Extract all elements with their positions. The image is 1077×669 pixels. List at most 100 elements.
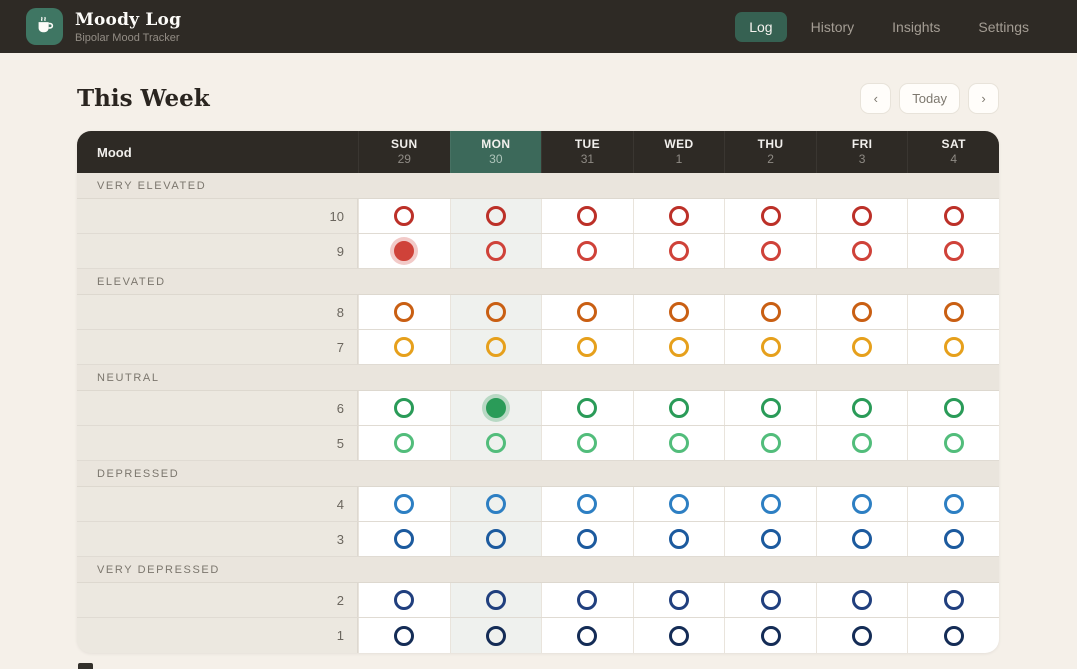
mood-circle-fri-1[interactable] (852, 625, 873, 646)
mood-circle-mon-6[interactable] (485, 398, 506, 418)
mood-circle-wed-7[interactable] (668, 337, 689, 357)
mood-circle-thu-7[interactable] (760, 337, 781, 357)
mood-circle-tue-1[interactable] (577, 625, 598, 646)
mood-circle-tue-7[interactable] (577, 337, 598, 357)
mood-cell (724, 234, 816, 268)
nav-settings[interactable]: Settings (964, 12, 1043, 42)
mood-circle-thu-9[interactable] (760, 241, 781, 261)
prev-week-button[interactable]: ‹ (860, 83, 892, 114)
mood-cell (724, 199, 816, 233)
mood-circle-sun-7[interactable] (394, 337, 415, 357)
mood-circle-tue-8[interactable] (577, 302, 598, 322)
mood-circle-wed-4[interactable] (668, 494, 689, 514)
mood-circle-wed-5[interactable] (668, 433, 689, 453)
mood-circle-mon-3[interactable] (485, 529, 506, 549)
day-date: 2 (767, 152, 774, 166)
mood-circle-sat-4[interactable] (943, 494, 964, 514)
mood-circle-mon-1[interactable] (485, 625, 506, 646)
mood-cell (632, 391, 725, 425)
mood-circle-fri-8[interactable] (852, 302, 873, 322)
mood-circle-wed-2[interactable] (668, 590, 689, 610)
mood-circle-fri-2[interactable] (852, 590, 873, 610)
mood-circle-fri-7[interactable] (852, 337, 873, 357)
mood-cell (358, 295, 450, 329)
mood-circle-sun-9[interactable] (394, 241, 415, 261)
mood-circle-thu-8[interactable] (760, 302, 781, 322)
mood-circle-tue-5[interactable] (577, 433, 598, 453)
category-label: VERY ELEVATED (97, 179, 207, 192)
mood-circle-thu-10[interactable] (760, 206, 781, 226)
mood-circle-sat-2[interactable] (943, 590, 964, 610)
mood-circle-tue-10[interactable] (577, 206, 598, 226)
mood-circle-mon-7[interactable] (485, 337, 506, 357)
mood-circle-sat-8[interactable] (943, 302, 964, 322)
mood-circle-sun-6[interactable] (394, 398, 415, 418)
mood-circle-thu-6[interactable] (760, 398, 781, 418)
day-name: MON (481, 137, 511, 151)
next-week-button[interactable]: › (968, 83, 999, 114)
mood-row: 8 (77, 295, 999, 330)
mood-circle-wed-6[interactable] (668, 398, 689, 418)
mood-circle-tue-3[interactable] (577, 529, 598, 549)
day-name: SAT (941, 137, 966, 151)
mood-circle-mon-8[interactable] (485, 302, 506, 322)
mood-circle-sat-9[interactable] (943, 241, 964, 261)
mood-cell (358, 583, 450, 617)
mood-circle-tue-6[interactable] (577, 398, 598, 418)
mood-circle-mon-9[interactable] (485, 241, 506, 261)
today-button[interactable]: Today (899, 83, 960, 114)
mood-circle-fri-3[interactable] (852, 529, 873, 549)
mood-circle-fri-6[interactable] (852, 398, 873, 418)
mood-circle-sun-10[interactable] (394, 206, 415, 226)
mood-circle-sat-1[interactable] (943, 625, 964, 646)
mood-circle-fri-10[interactable] (852, 206, 873, 226)
mood-circle-wed-8[interactable] (668, 302, 689, 322)
mood-circle-thu-5[interactable] (760, 433, 781, 453)
nav-insights[interactable]: Insights (878, 12, 954, 42)
mood-circle-sat-7[interactable] (943, 337, 964, 357)
app-header: Moody Log Bipolar Mood Tracker Log Histo… (0, 0, 1077, 53)
mood-circle-thu-4[interactable] (760, 494, 781, 514)
mood-circle-mon-4[interactable] (485, 494, 506, 514)
coffee-cup-icon (34, 13, 56, 40)
mood-circle-sun-4[interactable] (394, 494, 415, 514)
day-column-header-fri: FRI 3 (815, 131, 908, 173)
mood-circle-wed-3[interactable] (668, 529, 689, 549)
mood-circle-sun-2[interactable] (394, 590, 415, 610)
mood-circle-sun-3[interactable] (394, 529, 415, 549)
mood-circle-sat-3[interactable] (943, 529, 964, 549)
mood-circle-sat-10[interactable] (943, 206, 964, 226)
mood-circle-wed-1[interactable] (668, 625, 689, 646)
mood-circle-mon-10[interactable] (485, 206, 506, 226)
mood-circle-thu-3[interactable] (760, 529, 781, 549)
mood-circle-sat-5[interactable] (943, 433, 964, 453)
category-row: VERY ELEVATED (77, 173, 999, 199)
mood-cell (541, 522, 633, 556)
mood-circle-thu-1[interactable] (760, 625, 781, 646)
mood-circle-sun-1[interactable] (394, 625, 415, 646)
day-column-header-sun: SUN 29 (358, 131, 450, 173)
mood-circle-sat-6[interactable] (943, 398, 964, 418)
mood-circle-tue-4[interactable] (577, 494, 598, 514)
mood-cell (358, 426, 450, 460)
mood-cell (907, 330, 999, 364)
mood-circle-mon-5[interactable] (485, 433, 506, 453)
mood-circle-sun-8[interactable] (394, 302, 415, 322)
mood-circle-fri-4[interactable] (852, 494, 873, 514)
mood-circle-fri-5[interactable] (852, 433, 873, 453)
mood-circle-tue-2[interactable] (577, 590, 598, 610)
mood-row: 4 (77, 487, 999, 522)
mood-circle-wed-9[interactable] (668, 241, 689, 261)
mood-circle-thu-2[interactable] (760, 590, 781, 610)
nav-log[interactable]: Log (735, 11, 787, 42)
mood-circle-fri-9[interactable] (852, 241, 873, 261)
mood-circle-sun-5[interactable] (394, 433, 415, 453)
mood-circle-tue-9[interactable] (577, 241, 598, 261)
mood-circle-mon-2[interactable] (485, 590, 506, 610)
grid-body: VERY ELEVATED 10 9 ELEVATED 8 7 NEUTRAL 6 5 DEPRE… (77, 173, 999, 653)
grid-header-row: Mood SUN 29 MON 30 TUE 31 WED 1 THU 2 FRI 3 SAT 4 (77, 131, 999, 173)
nav-history[interactable]: History (797, 12, 869, 42)
category-row: ELEVATED (77, 269, 999, 295)
chevron-right-icon: › (981, 91, 986, 106)
mood-circle-wed-10[interactable] (668, 206, 689, 226)
